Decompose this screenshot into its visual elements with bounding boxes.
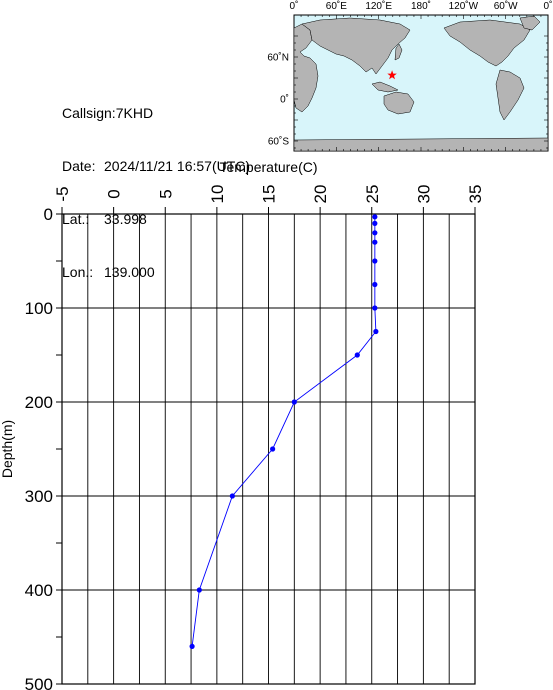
data-point <box>372 230 378 236</box>
lon-label: Lon.: <box>62 264 94 280</box>
data-point <box>372 305 378 311</box>
y-tick-label: 200 <box>25 393 53 412</box>
lat-row: Lat.: 33.998 <box>62 211 250 232</box>
x-tick-label: 20 <box>311 185 330 204</box>
map-lon-label: 60˚W <box>494 0 518 12</box>
x-tick-label: 15 <box>260 185 279 204</box>
date-row: Date: 2024/11/21 16:57(UTC) <box>62 158 250 179</box>
x-tick-label: 0 <box>105 189 124 198</box>
data-point <box>354 352 360 358</box>
map-inset: 0˚ 60˚E 120˚E 180˚ 120˚W 60˚W 0˚ 60˚N 0˚ 60˚S <box>267 0 552 152</box>
lat-label: Lat.: <box>62 211 90 227</box>
lon-value: 139.000 <box>104 264 155 280</box>
data-point <box>372 258 378 264</box>
date-value: 2024/11/21 16:57(UTC) <box>104 158 251 174</box>
date-label: Date: <box>62 158 96 174</box>
map-lat-label: 0˚ <box>280 94 289 106</box>
data-point <box>189 643 195 650</box>
map-lon-label: 0˚ <box>544 0 553 12</box>
y-tick-label: 100 <box>25 299 53 318</box>
x-tick-label: 25 <box>363 185 382 204</box>
x-tick-label: 10 <box>208 185 227 204</box>
lat-value: 33.998 <box>104 211 147 227</box>
lon-row: Lon.: 139.000 <box>62 264 250 285</box>
map-lon-label: 120˚W <box>449 0 479 12</box>
data-point <box>229 493 235 499</box>
plot-frame <box>61 213 476 685</box>
data-point <box>372 220 378 226</box>
map-lon-label: 120˚E <box>365 0 392 12</box>
map-frame-ticks <box>293 15 549 151</box>
callsign-label: Callsign: <box>62 105 116 121</box>
map-labels: 0˚ 60˚E 120˚E 180˚ 120˚W 60˚W 0˚ 60˚N 0˚ 60˚S <box>267 0 552 148</box>
station-info: Callsign:7KHD Date: 2024/11/21 16:57(UTC)… <box>62 73 250 301</box>
map-lat-label: 60˚S <box>268 136 289 148</box>
map-lat-label: 60˚N <box>267 52 289 64</box>
y-axis-title: Depth(m) <box>0 420 15 478</box>
y-tick-label: 300 <box>25 487 53 506</box>
callsign-row: Callsign:7KHD <box>62 105 250 126</box>
station-marker-icon <box>387 70 397 80</box>
x-tick-label: 5 <box>156 189 175 198</box>
map-lon-label: 180˚ <box>411 0 431 12</box>
y-tick-label: 400 <box>25 581 53 600</box>
station-marker-star <box>387 70 397 80</box>
data-point <box>196 587 202 593</box>
x-axis-title: Temperature(C) <box>219 159 317 175</box>
y-tick-label: 500 <box>25 675 53 690</box>
data-point <box>372 239 378 245</box>
data-point <box>291 399 297 405</box>
minor-ticks <box>56 207 476 685</box>
y-tick-labels: 0 100 200 300 400 500 <box>25 205 53 690</box>
data-point <box>270 446 276 452</box>
x-tick-label: -5 <box>53 186 72 201</box>
map-lon-label: 0˚ <box>290 0 299 12</box>
data-point <box>373 328 379 335</box>
data-point <box>372 281 378 288</box>
y-tick-label: 0 <box>44 205 53 224</box>
grid-lines <box>62 214 475 684</box>
callsign-value: 7KHD <box>115 105 154 121</box>
x-tick-label: 35 <box>466 185 485 204</box>
map-lon-label: 60˚E <box>326 0 347 12</box>
data-point <box>372 214 378 220</box>
map-land <box>293 15 549 152</box>
x-tick-label: 30 <box>414 185 433 204</box>
series-temperature-profile <box>189 214 379 650</box>
x-tick-labels: -5 0 5 10 15 20 25 30 35 <box>53 185 485 204</box>
